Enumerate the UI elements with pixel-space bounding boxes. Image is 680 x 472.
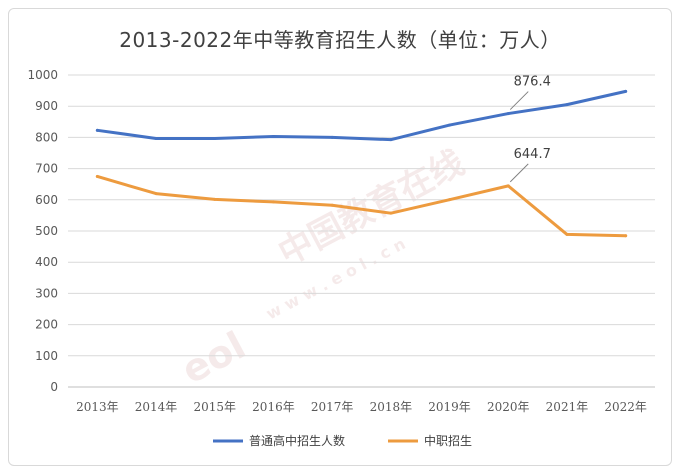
x-tick-label: 2020年 [487,400,530,414]
data-point [506,112,510,116]
x-tick-label: 2016年 [252,400,295,414]
x-tick-label: 2019年 [428,400,471,414]
data-point [154,136,158,140]
annotation-leader [509,163,529,183]
y-tick-label: 700 [35,162,58,176]
series-line-2 [95,174,628,238]
data-point [330,135,334,139]
annotation-leader [509,91,529,110]
y-tick-label: 800 [35,130,58,144]
x-tick-label: 2022年 [604,400,647,414]
data-point [389,211,393,215]
y-tick-label: 0 [50,380,58,394]
data-point [389,138,393,142]
data-point [95,174,99,178]
data-point [330,203,334,207]
y-tick-label: 500 [35,224,58,238]
y-axis: 0 100 200 300 400 500 600 700 800 900 1000 [27,68,58,394]
y-tick-label: 600 [35,193,58,207]
y-tick-label: 400 [35,255,58,269]
chart-title: 2013-2022年中等教育招生人数（单位：万人） [119,28,561,52]
series-line-1 [95,89,628,142]
data-point [624,89,628,93]
x-tick-label: 2018年 [370,400,413,414]
data-point [213,136,217,140]
watermark-brand: eol [175,323,253,392]
chart-card [8,8,672,466]
x-axis: 2013年 2014年 2015年 2016年 2017年 2018年 2019年 2020年… [76,400,647,414]
data-point [154,192,158,196]
data-label: 644.7 [514,147,551,162]
annotations: 876.4 644.7 [509,75,551,183]
x-tick-label: 2014年 [135,400,178,414]
data-point [565,232,569,236]
legend-label: 中职招生 [424,433,472,448]
data-point [448,123,452,127]
data-point [95,128,99,132]
data-point [448,198,452,202]
data-point [271,134,275,138]
y-tick-label: 1000 [27,68,58,82]
watermark: eol 中国教育在线 w w w . e o l . c n [175,143,471,393]
data-point [271,200,275,204]
data-point [624,234,628,238]
grid [68,74,655,388]
y-tick-label: 900 [35,99,58,113]
y-tick-label: 200 [35,318,58,332]
series-lines [95,89,628,238]
legend: 普通高中招生人数 中职招生 [213,433,472,448]
x-tick-label: 2015年 [193,400,236,414]
data-label: 876.4 [514,75,551,90]
data-point [506,184,510,188]
y-tick-label: 300 [35,286,58,300]
x-tick-label: 2021年 [546,400,589,414]
legend-label: 普通高中招生人数 [249,433,345,448]
y-tick-label: 100 [35,349,58,363]
data-point [565,103,569,107]
x-tick-label: 2017年 [311,400,354,414]
x-tick-label: 2013年 [76,400,119,414]
data-point [213,197,217,201]
